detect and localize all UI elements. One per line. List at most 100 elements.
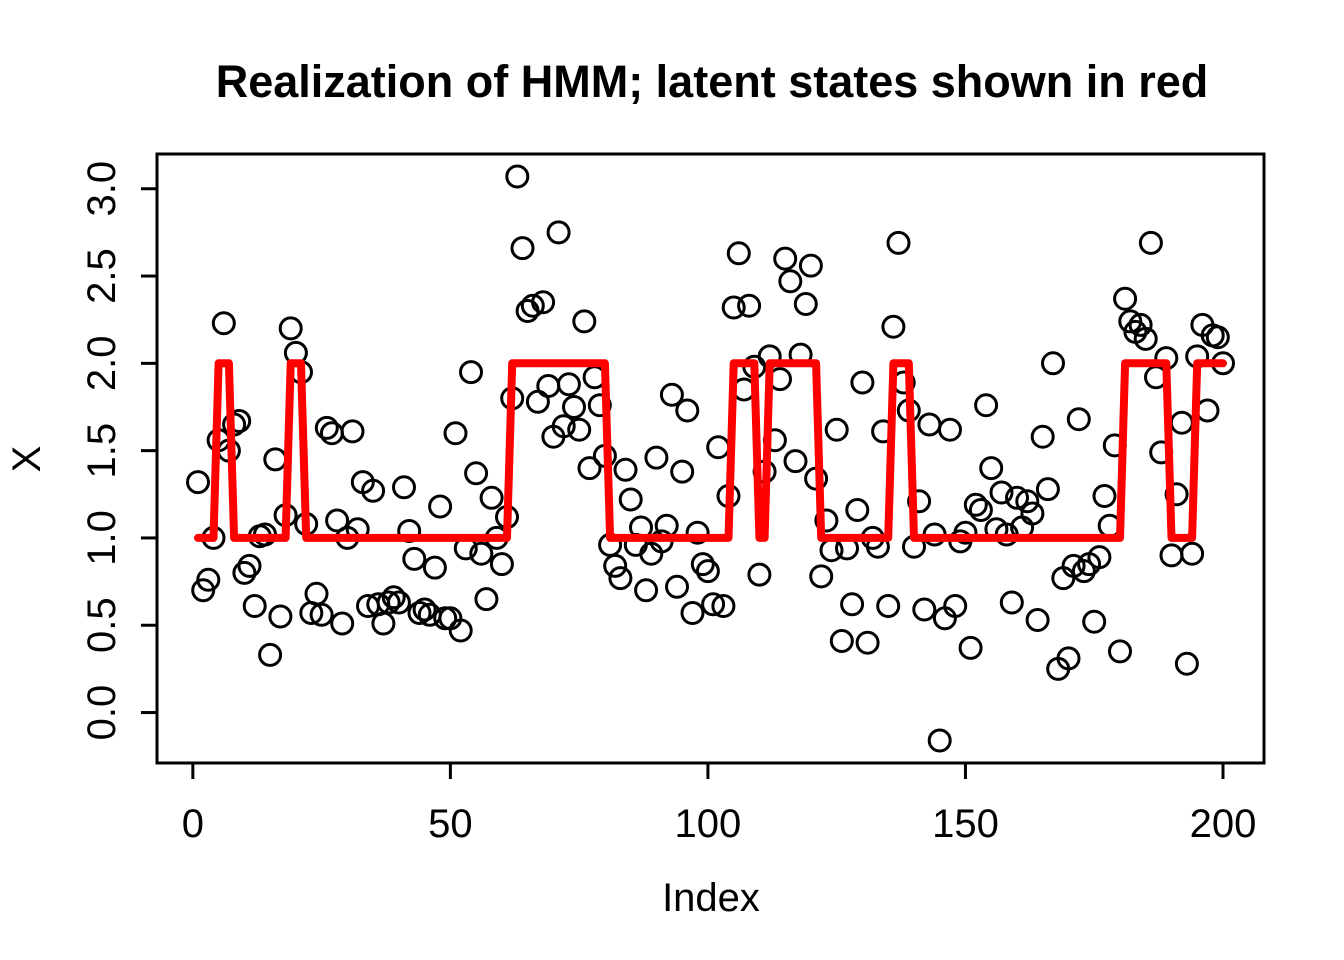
data-point [670,459,695,484]
data-point [371,611,396,636]
data-point [577,456,602,481]
data-point [459,360,483,385]
data-point [613,457,638,482]
data-point [1195,398,1220,423]
data-point [974,393,999,418]
data-point [361,478,386,503]
data-point [1164,482,1189,507]
data-point [464,461,489,486]
y-tick-label: 2.5 [80,248,124,304]
data-point [927,728,952,753]
data-point [1087,545,1112,570]
data-point [448,618,473,643]
data-point [999,590,1024,615]
data-point [634,578,659,603]
data-point [1005,485,1029,510]
data-point [912,597,937,622]
data-point [546,220,571,245]
data-point [562,395,586,419]
data-point [603,553,628,578]
data-point [263,447,288,472]
plot-box [155,152,1266,765]
data-point [711,594,736,618]
data-point [953,520,978,545]
data-point [989,480,1014,505]
data-point [963,492,988,517]
data-point [1035,477,1060,502]
data-point [489,552,514,577]
x-tick-label: 50 [428,802,473,846]
data-point [412,597,437,622]
y-tick-label: 1.5 [80,423,124,479]
data-point [1180,541,1205,566]
data-point [422,555,447,580]
data-point [428,494,453,519]
data-point [392,475,416,500]
data-point [1133,326,1158,351]
data-point [1030,424,1055,449]
plot-title: Realization of HMM; latent states shown … [216,56,1209,107]
data-point [536,374,561,398]
data-point [531,290,556,315]
y-tick-label: 2.0 [80,336,124,392]
data-point [701,592,726,617]
y-tick-label: 1.0 [80,510,124,566]
y-tick-label: 0.0 [80,685,124,741]
y-axis-ticks: 0.0 0.5 1.0 1.5 2.0 2.5 3.0 [80,161,157,740]
data-point [1025,608,1050,632]
data-point [325,508,350,533]
data-point [525,389,550,414]
data-point [268,604,293,629]
data-point [773,246,798,271]
data-point [943,594,968,618]
data-point [706,435,731,460]
data-point [1128,312,1153,337]
data-point [572,309,597,334]
data-point [443,421,468,446]
data-point [968,498,993,522]
data-point [520,293,545,318]
data-point [685,520,710,545]
data-point [783,449,808,474]
x-tick-label: 200 [1190,802,1257,846]
x-axis-label: Index [662,876,760,920]
data-point [1056,646,1081,671]
x-tick-label: 100 [675,802,742,846]
data-point [695,559,720,584]
data-point [479,485,504,510]
data-point [330,611,355,636]
data-point [938,417,962,442]
data-point [1205,325,1230,350]
data-point [824,417,849,442]
y-axis-label: X [5,446,49,473]
data-point [1108,639,1132,664]
data-point [1041,351,1065,376]
data-point [407,601,432,625]
data-point [850,370,875,395]
data-point [958,635,983,660]
x-tick-label: 0 [182,802,204,846]
data-point [258,642,283,667]
data-point [809,564,834,589]
latent-state-line [194,359,1227,542]
data-point [876,594,901,618]
data-point [237,553,262,578]
data-point [196,567,221,592]
data-point [1020,501,1045,526]
data-point [211,311,236,336]
data-point [474,587,499,612]
data-point [242,594,267,618]
data-point [1138,230,1163,255]
data-point [690,552,715,577]
data-point [1015,489,1040,514]
data-point [232,560,257,585]
data-point [381,585,406,610]
data-point [1071,559,1096,584]
data-point [907,489,932,514]
data-point [886,230,911,255]
data-point [551,414,576,439]
data-point [1169,410,1194,435]
latent-state-line-group [194,359,1227,542]
